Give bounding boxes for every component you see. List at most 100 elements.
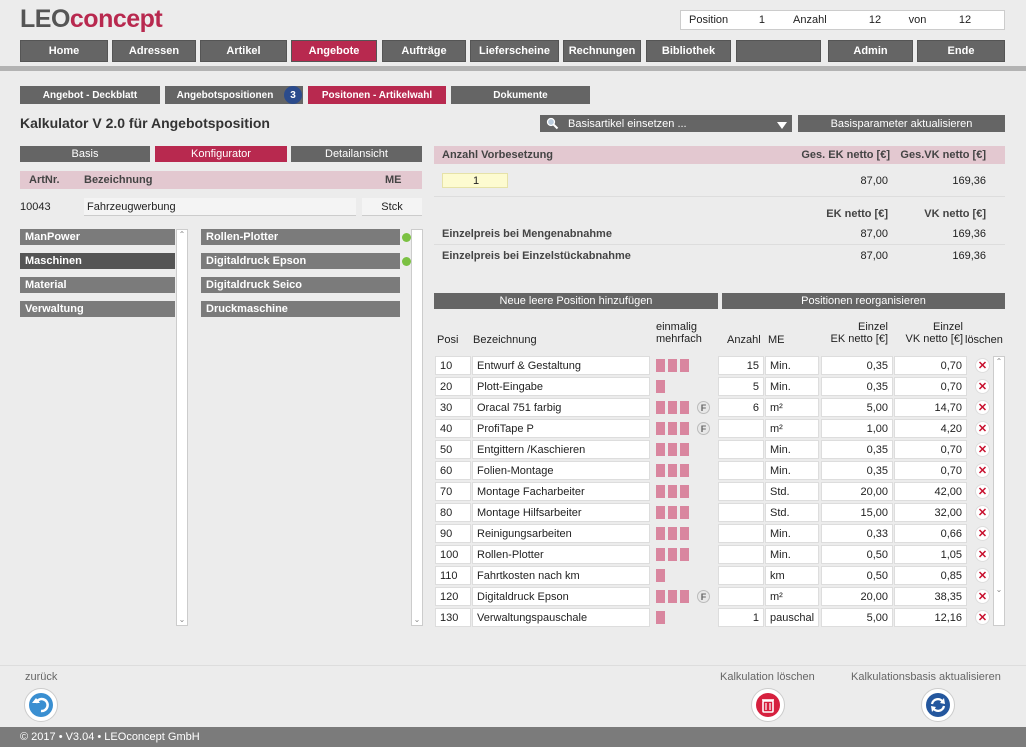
formula-badge[interactable]: F [697,401,710,414]
frequency-bar[interactable] [668,359,677,372]
table-row[interactable]: 90 Reinigungsarbeiten Min. 0,33 0,66 ✕ [435,524,992,544]
category-scrollbar[interactable]: ⌃ ⌄ [176,229,188,626]
delete-icon[interactable]: ✕ [975,526,990,541]
delete-icon[interactable]: ✕ [975,358,990,373]
tab-konfigurator[interactable]: Konfigurator [155,146,287,162]
nav-ende[interactable]: Ende [917,40,1005,62]
delete-icon[interactable]: ✕ [975,379,990,394]
me-field[interactable]: Min. [765,524,819,543]
vk-netto-field[interactable]: 0,85 [894,566,967,585]
kalkulation-loeschen-button[interactable] [751,688,785,722]
posi-field[interactable]: 50 [435,440,471,459]
frequency-bar[interactable] [680,506,689,519]
ek-netto-field[interactable]: 0,35 [821,356,893,375]
frequency-bar[interactable] [656,380,665,393]
me-field[interactable]: m² [765,398,819,417]
anzahl-field[interactable]: 1 [718,608,764,627]
kalkulationsbasis-button[interactable] [921,688,955,722]
bezeichnung-field[interactable]: Folien-Montage [472,461,650,480]
vk-netto-field[interactable]: 42,00 [894,482,967,501]
nav-bibliothek[interactable]: Bibliothek [646,40,731,62]
frequency-bar[interactable] [668,506,677,519]
vk-netto-field[interactable]: 4,20 [894,419,967,438]
frequency-bar[interactable] [668,422,677,435]
bezeichnung-field[interactable]: Montage Facharbeiter [472,482,650,501]
frequency-bar[interactable] [668,485,677,498]
machine-scrollbar[interactable]: ⌄ [411,229,423,626]
bezeichnung-field[interactable]: Oracal 751 farbig [472,398,650,417]
machine-digitaldruck-seico[interactable]: Digitaldruck Seico [201,277,400,293]
anzahl-field[interactable] [718,503,764,522]
delete-icon[interactable]: ✕ [975,505,990,520]
posi-field[interactable]: 130 [435,608,471,627]
posi-field[interactable]: 110 [435,566,471,585]
bezeichnung-field[interactable]: Verwaltungspauschale [472,608,650,627]
nav-adressen[interactable]: Adressen [112,40,196,62]
tab-positionen-artikelwahl[interactable]: Positonen - Artikelwahl [308,86,446,104]
table-row[interactable]: 50 Entgittern /Kaschieren Min. 0,35 0,70 ✕ [435,440,992,460]
me-field[interactable]: Min. [765,461,819,480]
table-row[interactable]: 80 Montage Hilfsarbeiter Std. 15,00 32,00 ✕ [435,503,992,523]
anzahl-field[interactable] [718,461,764,480]
me-field[interactable]: Min. [765,545,819,564]
posi-field[interactable]: 70 [435,482,471,501]
table-row[interactable]: 100 Rollen-Plotter Min. 0,50 1,05 ✕ [435,545,992,565]
nav-rechnungen[interactable]: Rechnungen [563,40,641,62]
bezeichnung-field[interactable]: Reinigungsarbeiten [472,524,650,543]
anzahl-field[interactable] [718,566,764,585]
bezeichnung-field[interactable]: Entgittern /Kaschieren [472,440,650,459]
table-row[interactable]: 10 Entwurf & Gestaltung 15 Min. 0,35 0,70 ✕ [435,356,992,376]
posi-field[interactable]: 40 [435,419,471,438]
nav-auftraege[interactable]: Aufträge [382,40,466,62]
category-manpower[interactable]: ManPower [20,229,175,245]
ek-netto-field[interactable]: 0,50 [821,545,893,564]
tab-angebot-deckblatt[interactable]: Angebot - Deckblatt [20,86,160,104]
vk-netto-field[interactable]: 1,05 [894,545,967,564]
delete-icon[interactable]: ✕ [975,589,990,604]
frequency-bar[interactable] [656,548,665,561]
vk-netto-field[interactable]: 32,00 [894,503,967,522]
frequency-bar[interactable] [656,569,665,582]
basisparameter-button[interactable]: Basisparameter aktualisieren [798,115,1005,132]
nav-lieferscheine[interactable]: Lieferscheine [470,40,559,62]
anzahl-vorbesetzung-input[interactable]: 1 [442,173,508,188]
me-field[interactable]: km [765,566,819,585]
formula-badge[interactable]: F [697,590,710,603]
ek-netto-field[interactable]: 1,00 [821,419,893,438]
frequency-bar[interactable] [680,359,689,372]
me-field[interactable]: m² [765,587,819,606]
frequency-bar[interactable] [656,401,665,414]
nav-home[interactable]: Home [20,40,108,62]
frequency-bar[interactable] [668,590,677,603]
machine-rollen-plotter[interactable]: Rollen-Plotter [201,229,400,245]
ek-netto-field[interactable]: 0,35 [821,377,893,396]
delete-icon[interactable]: ✕ [975,484,990,499]
tab-dokumente[interactable]: Dokumente [451,86,590,104]
frequency-bar[interactable] [656,422,665,435]
machine-druckmaschine[interactable]: Druckmaschine [201,301,400,317]
bezeichnung-field[interactable]: Fahrtkosten nach km [472,566,650,585]
category-material[interactable]: Material [20,277,175,293]
table-row[interactable]: 60 Folien-Montage Min. 0,35 0,70 ✕ [435,461,992,481]
vk-netto-field[interactable]: 0,70 [894,440,967,459]
vk-netto-field[interactable]: 0,70 [894,356,967,375]
posi-field[interactable]: 80 [435,503,471,522]
frequency-bar[interactable] [680,422,689,435]
delete-icon[interactable]: ✕ [975,547,990,562]
frequency-bar[interactable] [656,485,665,498]
nav-artikel[interactable]: Artikel [200,40,287,62]
delete-icon[interactable]: ✕ [975,442,990,457]
anzahl-field[interactable] [718,524,764,543]
ek-netto-field[interactable]: 0,35 [821,440,893,459]
frequency-bar[interactable] [668,464,677,477]
bezeichnung-field[interactable]: ProfiTape P [472,419,650,438]
nav-empty[interactable] [736,40,821,62]
frequency-bar[interactable] [656,359,665,372]
me-field[interactable]: Std. [765,503,819,522]
bezeichnung-field[interactable]: Digitaldruck Epson [472,587,650,606]
back-button[interactable] [24,688,58,722]
delete-icon[interactable]: ✕ [975,463,990,478]
frequency-bar[interactable] [680,401,689,414]
anzahl-field[interactable]: 15 [718,356,764,375]
